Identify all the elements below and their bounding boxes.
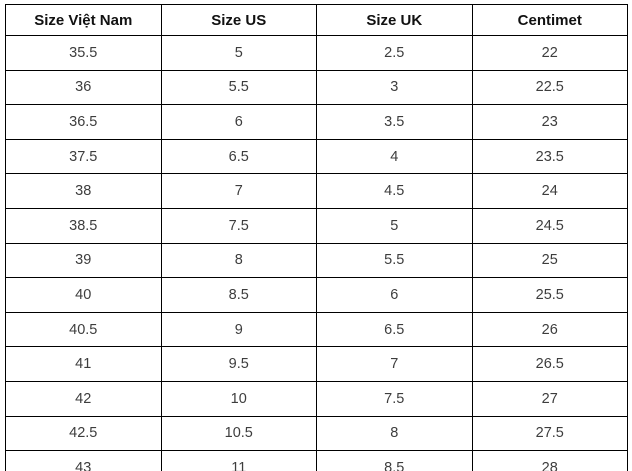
- table-cell: 5: [316, 207, 473, 244]
- table-cell: 35.5: [5, 35, 162, 71]
- table-cell: 6.5: [160, 138, 317, 175]
- table-header-row: Size Việt Nam Size US Size UK Centimet: [5, 4, 628, 36]
- table-cell: 4: [316, 138, 473, 175]
- table-cell: 40.5: [5, 311, 162, 348]
- table-cell: 42: [5, 380, 162, 417]
- column-header-size-uk: Size UK: [316, 4, 473, 36]
- table-cell: 24: [471, 173, 628, 209]
- table-cell: 8.5: [160, 277, 317, 313]
- shoe-size-conversion-table: Size Việt Nam Size US Size UK Centimet 3…: [5, 4, 628, 471]
- table-cell: 7: [316, 346, 473, 382]
- table-cell: 23: [471, 104, 628, 140]
- table-cell: 5: [160, 35, 317, 71]
- table-cell: 38: [5, 173, 162, 209]
- table-cell: 6: [160, 104, 317, 140]
- table-cell: 8: [316, 415, 473, 452]
- table-row: 39 8 5.5 25: [5, 242, 628, 279]
- table-row: 40.5 9 6.5 26: [5, 311, 628, 348]
- table-row: 40 8.5 6 25.5: [5, 277, 628, 313]
- table-cell: 8: [160, 242, 317, 279]
- table-cell: 25.5: [471, 277, 628, 313]
- table-row: 35.5 5 2.5 22: [5, 35, 628, 71]
- table-row: 41 9.5 7 26.5: [5, 346, 628, 382]
- table-cell: 38.5: [5, 207, 162, 244]
- table-cell: 41: [5, 346, 162, 382]
- table-row: 38.5 7.5 5 24.5: [5, 207, 628, 244]
- table-cell: 43: [5, 450, 162, 471]
- table-cell: 7.5: [316, 380, 473, 417]
- table-cell: 6: [316, 277, 473, 313]
- table-cell: 25: [471, 242, 628, 279]
- column-header-centimet: Centimet: [471, 4, 628, 36]
- table-row: 42.5 10.5 8 27.5: [5, 415, 628, 452]
- table-cell: 6.5: [316, 311, 473, 348]
- table-cell: 22.5: [471, 69, 628, 106]
- table-body: 35.5 5 2.5 22 36 5.5 3 22.5 36.5 6 3.5 23 37.5 6.5 4 23…: [5, 35, 628, 471]
- table-row: 36.5 6 3.5 23: [5, 104, 628, 140]
- table-cell: 4.5: [316, 173, 473, 209]
- table-cell: 28: [471, 450, 628, 471]
- table-cell: 26.5: [471, 346, 628, 382]
- table-cell: 36.5: [5, 104, 162, 140]
- table-cell: 7.5: [160, 207, 317, 244]
- table-row: 38 7 4.5 24: [5, 173, 628, 209]
- table-cell: 39: [5, 242, 162, 279]
- table-cell: 5.5: [160, 69, 317, 106]
- table-cell: 3: [316, 69, 473, 106]
- table-cell: 5.5: [316, 242, 473, 279]
- table-cell: 8.5: [316, 450, 473, 471]
- table-cell: 23.5: [471, 138, 628, 175]
- table-row: 43 11 8.5 28: [5, 450, 628, 471]
- table-cell: 2.5: [316, 35, 473, 71]
- table-row: 37.5 6.5 4 23.5: [5, 138, 628, 175]
- table-header: Size Việt Nam Size US Size UK Centimet: [5, 4, 628, 36]
- table-cell: 9.5: [160, 346, 317, 382]
- table-cell: 42.5: [5, 415, 162, 452]
- table-cell: 24.5: [471, 207, 628, 244]
- table-cell: 36: [5, 69, 162, 106]
- table-cell: 22: [471, 35, 628, 71]
- table-cell: 40: [5, 277, 162, 313]
- table-cell: 7: [160, 173, 317, 209]
- table-cell: 37.5: [5, 138, 162, 175]
- table-row: 36 5.5 3 22.5: [5, 69, 628, 106]
- table-cell: 10: [160, 380, 317, 417]
- column-header-size-vietnam: Size Việt Nam: [5, 4, 162, 36]
- table-cell: 3.5: [316, 104, 473, 140]
- table-cell: 11: [160, 450, 317, 471]
- table-cell: 27: [471, 380, 628, 417]
- table-cell: 10.5: [160, 415, 317, 452]
- table-row: 42 10 7.5 27: [5, 380, 628, 417]
- table-cell: 27.5: [471, 415, 628, 452]
- table-cell: 26: [471, 311, 628, 348]
- table-cell: 9: [160, 311, 317, 348]
- column-header-size-us: Size US: [160, 4, 317, 36]
